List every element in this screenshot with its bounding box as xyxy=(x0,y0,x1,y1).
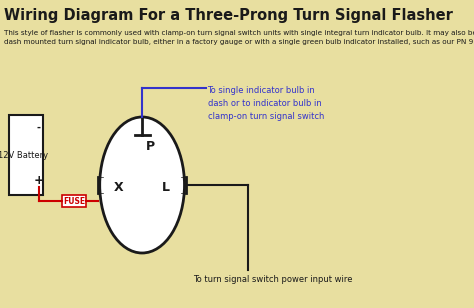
Text: +: + xyxy=(33,174,44,187)
Text: 12V Battery: 12V Battery xyxy=(0,151,48,160)
Text: To single indicator bulb in
dash or to indicator bulb in
clamp-on turn signal sw: To single indicator bulb in dash or to i… xyxy=(208,86,324,121)
Text: X: X xyxy=(114,180,123,193)
FancyBboxPatch shape xyxy=(62,195,86,207)
Text: To turn signal switch power input wire: To turn signal switch power input wire xyxy=(193,275,353,284)
Text: FUSE: FUSE xyxy=(63,197,85,205)
Text: Wiring Diagram For a Three-Prong Turn Signal Flasher: Wiring Diagram For a Three-Prong Turn Si… xyxy=(4,8,453,23)
Text: L: L xyxy=(162,180,170,193)
FancyBboxPatch shape xyxy=(9,115,43,195)
Text: P: P xyxy=(146,140,155,153)
Circle shape xyxy=(100,117,184,253)
Text: This style of flasher is commonly used with clamp-on turn signal switch units wi: This style of flasher is commonly used w… xyxy=(4,30,474,44)
Text: -: - xyxy=(36,123,41,133)
